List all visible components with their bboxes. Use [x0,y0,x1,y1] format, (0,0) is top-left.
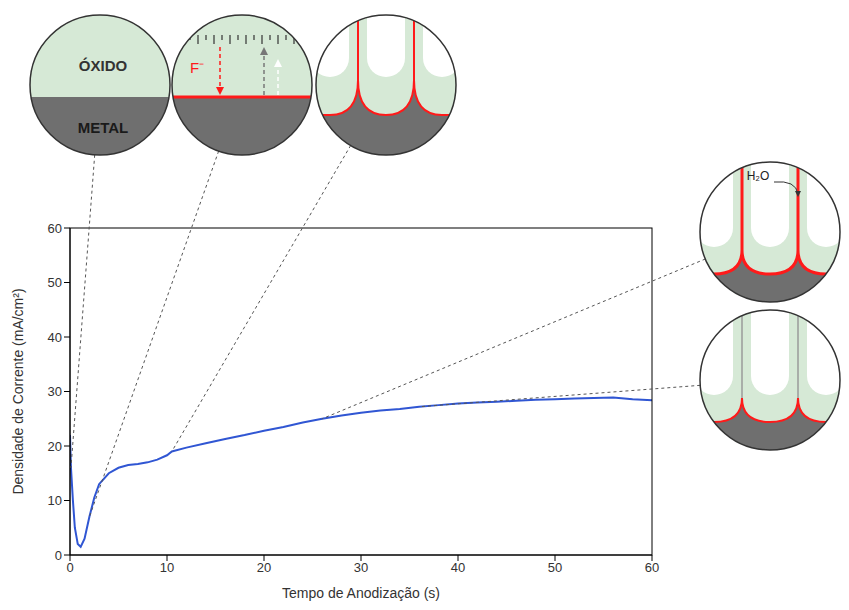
svg-text:METAL: METAL [78,119,129,136]
svg-text:30: 30 [354,560,368,575]
svg-text:Tempo de Anodização (s): Tempo de Anodização (s) [282,585,440,601]
svg-text:50: 50 [48,275,62,290]
svg-text:F⁻: F⁻ [190,59,204,76]
svg-text:50: 50 [548,560,562,575]
svg-text:30: 30 [48,384,62,399]
svg-text:20: 20 [257,560,271,575]
svg-text:H₂O: H₂O [747,169,770,183]
svg-text:10: 10 [160,560,174,575]
svg-text:60: 60 [48,221,62,236]
svg-text:40: 40 [48,330,62,345]
svg-text:60: 60 [645,560,659,575]
svg-text:0: 0 [66,560,73,575]
svg-text:20: 20 [48,439,62,454]
svg-text:40: 40 [451,560,465,575]
svg-text:Densidade de Corrente (mA/cm²): Densidade de Corrente (mA/cm²) [10,288,26,494]
svg-text:ÓXIDO: ÓXIDO [79,57,128,74]
svg-text:10: 10 [48,493,62,508]
svg-text:0: 0 [55,548,62,563]
